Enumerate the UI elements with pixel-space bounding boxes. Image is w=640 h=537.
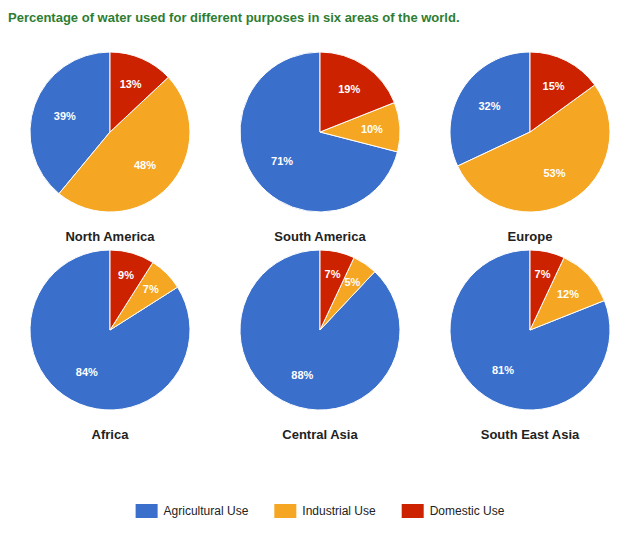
- pie-labels: 71% 10% 19%: [271, 83, 383, 167]
- pie-label: South East Asia: [481, 427, 580, 442]
- pie: [30, 52, 190, 212]
- pie-labels: 84% 7% 9%: [76, 269, 159, 378]
- data-label: 32%: [478, 100, 500, 112]
- legend-swatch: [274, 504, 296, 518]
- pie-label: South America: [274, 229, 366, 244]
- pie: [240, 52, 400, 212]
- pie: [30, 250, 190, 410]
- data-label: 81%: [492, 364, 514, 376]
- pie: [450, 52, 610, 212]
- pie-slice: [110, 52, 168, 132]
- pie-slice: [320, 52, 394, 132]
- data-label: 15%: [543, 80, 565, 92]
- pie-slice: [30, 250, 190, 410]
- pie-label: Europe: [508, 229, 553, 244]
- pie-labels: 32% 53% 15%: [478, 80, 565, 180]
- chart: Percentage of water used for different p…: [0, 0, 640, 537]
- legend-label: Agricultural Use: [164, 504, 249, 518]
- pie-labels: 81% 12% 7%: [492, 268, 579, 376]
- pie-label: Central Asia: [282, 427, 358, 442]
- pie-slice: [240, 250, 400, 410]
- pie: [450, 250, 610, 410]
- background: [0, 0, 640, 537]
- pie-slice: [530, 52, 595, 132]
- legend: Agricultural Use Industrial Use Domestic U…: [136, 504, 505, 518]
- data-label: 12%: [557, 288, 579, 300]
- data-label: 88%: [291, 369, 313, 381]
- legend-label: Domestic Use: [430, 504, 505, 518]
- data-label: 7%: [143, 283, 159, 295]
- legend-label: Industrial Use: [302, 504, 376, 518]
- data-label: 71%: [271, 155, 293, 167]
- data-label: 48%: [134, 159, 156, 171]
- pie-slice: [450, 250, 610, 410]
- pie-label: Africa: [92, 427, 130, 442]
- data-label: 39%: [54, 110, 76, 122]
- legend-swatch: [402, 504, 424, 518]
- legend-swatch: [136, 504, 158, 518]
- pie-label: North America: [65, 229, 155, 244]
- data-label: 19%: [338, 83, 360, 95]
- data-label: 7%: [535, 268, 551, 280]
- data-label: 5%: [344, 276, 360, 288]
- title: Percentage of water used for different p…: [8, 10, 460, 25]
- data-label: 53%: [543, 167, 565, 179]
- data-label: 10%: [361, 123, 383, 135]
- data-label: 7%: [325, 268, 341, 280]
- pie-slice: [320, 250, 354, 330]
- pie: [240, 250, 400, 410]
- pie-labels: 88% 5%7%: [291, 268, 360, 381]
- pie-labels: 39% 48% 13%: [54, 78, 156, 171]
- data-label: 9%: [118, 269, 134, 281]
- data-label: 13%: [120, 78, 142, 90]
- data-label: 84%: [76, 366, 98, 378]
